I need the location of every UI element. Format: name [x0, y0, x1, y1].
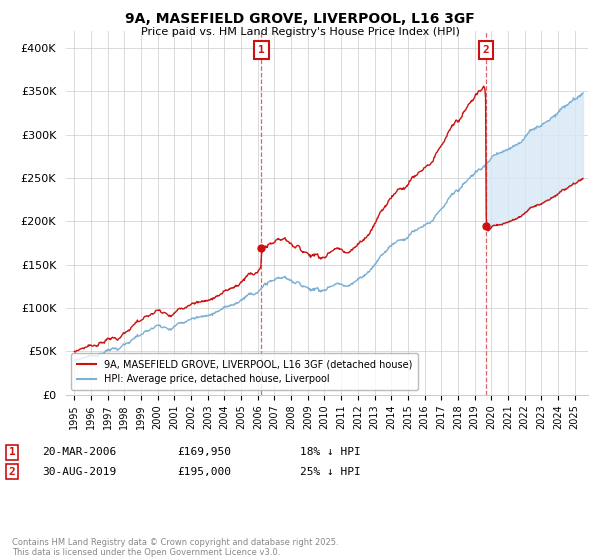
- Text: 25% ↓ HPI: 25% ↓ HPI: [300, 466, 361, 477]
- Text: 9A, MASEFIELD GROVE, LIVERPOOL, L16 3GF: 9A, MASEFIELD GROVE, LIVERPOOL, L16 3GF: [125, 12, 475, 26]
- Text: 30-AUG-2019: 30-AUG-2019: [42, 466, 116, 477]
- Text: 18% ↓ HPI: 18% ↓ HPI: [300, 447, 361, 458]
- Text: 1: 1: [258, 45, 265, 55]
- Text: Price paid vs. HM Land Registry's House Price Index (HPI): Price paid vs. HM Land Registry's House …: [140, 27, 460, 37]
- Text: £195,000: £195,000: [177, 466, 231, 477]
- Text: Contains HM Land Registry data © Crown copyright and database right 2025.
This d: Contains HM Land Registry data © Crown c…: [12, 538, 338, 557]
- Text: 2: 2: [8, 466, 16, 477]
- Text: £169,950: £169,950: [177, 447, 231, 458]
- Text: 20-MAR-2006: 20-MAR-2006: [42, 447, 116, 458]
- Text: 2: 2: [482, 45, 489, 55]
- Text: 1: 1: [8, 447, 16, 458]
- Legend: 9A, MASEFIELD GROVE, LIVERPOOL, L16 3GF (detached house), HPI: Average price, de: 9A, MASEFIELD GROVE, LIVERPOOL, L16 3GF …: [71, 353, 418, 390]
